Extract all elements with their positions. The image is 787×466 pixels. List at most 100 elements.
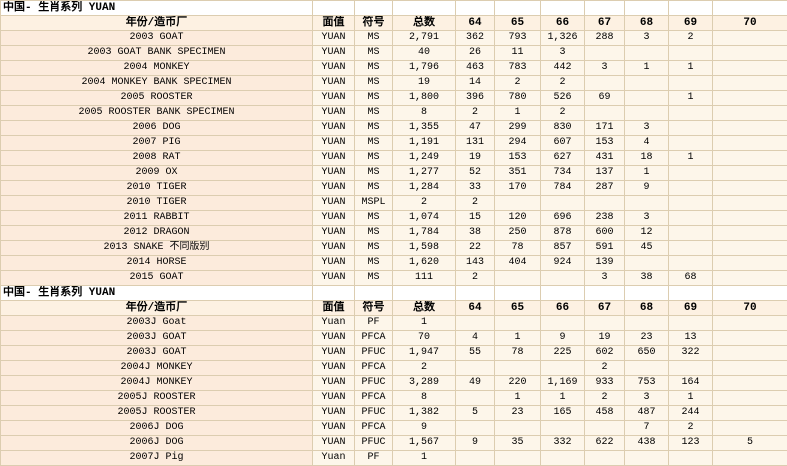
cell (455, 390, 495, 406)
cell: 22 (455, 240, 495, 256)
cell: MS (354, 150, 393, 166)
data-row: 2005J ROOSTER YUAN PFCA 8 1 1 2 3 1 (0, 390, 787, 406)
cell: PFCA (354, 420, 393, 436)
cell (712, 330, 787, 346)
cell: MS (354, 165, 393, 181)
cell: 171 (584, 120, 625, 136)
empty-cell (712, 0, 787, 16)
cell: 1 (668, 150, 713, 166)
cell: 11 (494, 45, 541, 61)
cell (624, 45, 669, 61)
cell (540, 195, 585, 211)
cell: 2 (392, 195, 456, 211)
cell: YUAN (312, 210, 355, 226)
cell: YUAN (312, 345, 355, 361)
cell (712, 270, 787, 286)
data-row: 2015 GOAT YUAN MS 111 2 3 38 68 (0, 270, 787, 286)
empty-cell (354, 0, 393, 16)
cell: 1,800 (392, 90, 456, 106)
section-title: 中国- 生肖系列 YUAN (0, 0, 313, 16)
data-row: 2012 DRAGON YUAN MS 1,784 38 250 878 600 12 (0, 225, 787, 241)
cell: 830 (540, 120, 585, 136)
empty-cell (455, 0, 495, 16)
cell (455, 360, 495, 376)
data-row: 2014 HORSE YUAN MS 1,620 143 404 924 139 (0, 255, 787, 271)
cell: MS (354, 240, 393, 256)
data-row: 2005J ROOSTER YUAN PFUC 1,382 5 23 165 458 487 24… (0, 405, 787, 421)
cell: YUAN (312, 225, 355, 241)
coin-name: 2003 GOAT (0, 30, 313, 46)
cell: PFUC (354, 345, 393, 361)
cell (584, 105, 625, 121)
cell: 4 (455, 330, 495, 346)
cell: 1,284 (392, 180, 456, 196)
cell (668, 135, 713, 151)
coin-name: 2003 GOAT BANK SPECIMEN (0, 45, 313, 61)
cell: 463 (455, 60, 495, 76)
cell (494, 315, 541, 331)
coin-name: 2010 TIGER (0, 180, 313, 196)
cell: 2,791 (392, 30, 456, 46)
empty-cell (392, 285, 456, 301)
empty-cell (668, 285, 713, 301)
coin-name: 2003J Goat (0, 315, 313, 331)
header-row: 年份/造币厂 面值 符号 总数 64 65 66 67 68 69 70 (0, 15, 787, 31)
cell: YUAN (312, 135, 355, 151)
cell: 1,355 (392, 120, 456, 136)
cell: 153 (584, 135, 625, 151)
cell: 19 (455, 150, 495, 166)
cell: 924 (540, 255, 585, 271)
cell: 2 (668, 30, 713, 46)
cell (584, 195, 625, 211)
cell: 607 (540, 135, 585, 151)
empty-cell (392, 0, 456, 16)
cell (540, 315, 585, 331)
cell: 1 (624, 60, 669, 76)
cell: 351 (494, 165, 541, 181)
cell: 47 (455, 120, 495, 136)
cell: 123 (668, 435, 713, 451)
cell: 68 (668, 270, 713, 286)
cell: YUAN (312, 240, 355, 256)
cell (584, 450, 625, 466)
data-row: 2003 GOAT YUAN MS 2,791 362 793 1,326 288 3 2 (0, 30, 787, 46)
empty-cell (354, 285, 393, 301)
cell: 35 (494, 435, 541, 451)
cell (712, 360, 787, 376)
cell: 38 (455, 225, 495, 241)
cell: 137 (584, 165, 625, 181)
cell (668, 450, 713, 466)
cell: MS (354, 255, 393, 271)
cell: YUAN (312, 30, 355, 46)
cell: 783 (494, 60, 541, 76)
cell (712, 225, 787, 241)
empty-cell (668, 0, 713, 16)
empty-cell (712, 285, 787, 301)
cell (712, 180, 787, 196)
cell: 131 (455, 135, 495, 151)
cell (712, 345, 787, 361)
cell: 487 (624, 405, 669, 421)
cell: 9 (624, 180, 669, 196)
cell: 600 (584, 225, 625, 241)
coin-name: 2005J ROOSTER (0, 390, 313, 406)
empty-cell (540, 0, 585, 16)
cell: 1,784 (392, 225, 456, 241)
cell: 5 (712, 435, 787, 451)
header-cell: 符号 (354, 300, 393, 316)
cell: 23 (494, 405, 541, 421)
data-row: 2004J MONKEY YUAN PFCA 2 2 (0, 360, 787, 376)
cell: MS (354, 120, 393, 136)
coin-name: 2003J GOAT (0, 345, 313, 361)
cell: 69 (584, 90, 625, 106)
cell: 3 (624, 210, 669, 226)
coin-name: 2003J GOAT (0, 330, 313, 346)
cell: YUAN (312, 270, 355, 286)
cell: YUAN (312, 105, 355, 121)
cell (712, 90, 787, 106)
data-row: 2011 RABBIT YUAN MS 1,074 15 120 696 238 3 (0, 210, 787, 226)
header-cell: 符号 (354, 15, 393, 31)
cell: YUAN (312, 150, 355, 166)
cell: 55 (455, 345, 495, 361)
cell: YUAN (312, 360, 355, 376)
